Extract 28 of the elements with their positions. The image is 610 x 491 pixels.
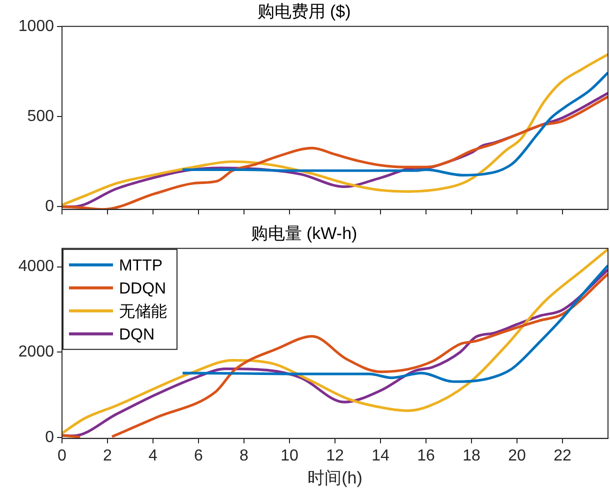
y-tick-label: 0 bbox=[45, 198, 54, 216]
legend-label: DQN bbox=[119, 326, 155, 344]
y-tick-label: 4000 bbox=[18, 258, 54, 276]
x-tick-label: 20 bbox=[508, 447, 526, 464]
y-tick-label: 2000 bbox=[18, 344, 54, 361]
y-tick-label: 500 bbox=[27, 108, 54, 125]
x-tick-label: 8 bbox=[240, 447, 249, 464]
x-axis-title: 时间(h) bbox=[308, 468, 362, 488]
x-tick-label: 22 bbox=[554, 447, 572, 464]
chart-title: 购电量 (kW-h) bbox=[250, 224, 358, 243]
line-series bbox=[62, 53, 608, 206]
x-tick-label: 12 bbox=[326, 447, 344, 464]
line-series bbox=[181, 264, 608, 383]
x-tick-label: 2 bbox=[103, 447, 112, 464]
x-tick-label: 6 bbox=[194, 447, 204, 464]
x-tick-label: 4 bbox=[148, 447, 158, 464]
x-tick-label: 16 bbox=[417, 447, 435, 464]
legend-label: DDQN bbox=[119, 280, 166, 298]
x-tick-label: 10 bbox=[280, 447, 298, 464]
y-tick-label: 1000 bbox=[18, 18, 54, 35]
y-tick-label: 0 bbox=[45, 428, 54, 446]
x-tick-label: 14 bbox=[372, 447, 390, 464]
legend-label: 无储能 bbox=[119, 302, 167, 320]
x-tick-label: 18 bbox=[462, 447, 480, 464]
chart-title: 购电费用 ($) bbox=[257, 2, 351, 21]
x-tick-label: 0 bbox=[58, 447, 67, 464]
line-series bbox=[181, 71, 608, 176]
legend-label: MTTP bbox=[119, 257, 163, 274]
